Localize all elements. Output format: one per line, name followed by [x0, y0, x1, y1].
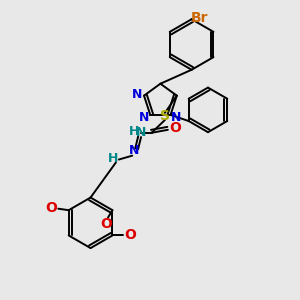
Text: O: O [100, 217, 112, 231]
Text: H: H [108, 152, 118, 164]
Text: N: N [128, 144, 139, 157]
Text: O: O [169, 121, 181, 135]
Text: N: N [139, 111, 149, 124]
Text: Br: Br [190, 11, 208, 25]
Text: O: O [45, 201, 57, 215]
Text: N: N [136, 126, 146, 139]
Text: N: N [131, 88, 142, 100]
Text: N: N [171, 111, 182, 124]
Text: O: O [124, 228, 136, 242]
Text: S: S [160, 110, 170, 123]
Text: H: H [128, 125, 139, 138]
